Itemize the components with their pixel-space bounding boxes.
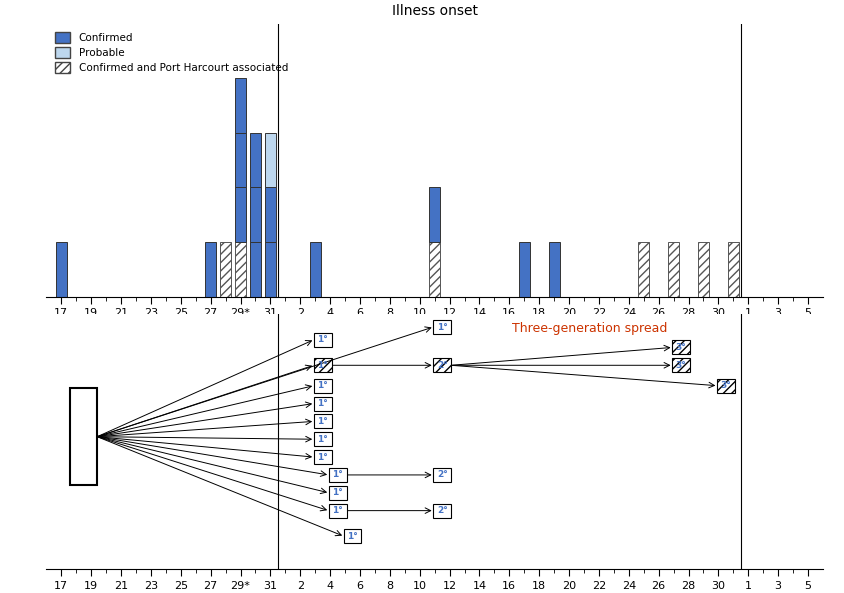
Bar: [433, 320, 451, 334]
Bar: [728, 242, 738, 296]
Text: 1°: 1°: [333, 506, 343, 515]
Bar: [433, 468, 451, 482]
Bar: [328, 486, 347, 500]
Bar: [250, 187, 261, 242]
Text: 1°: 1°: [317, 381, 328, 390]
Bar: [638, 242, 649, 296]
Text: 3°: 3°: [721, 381, 731, 390]
Text: 1°: 1°: [333, 470, 343, 479]
Bar: [433, 503, 451, 518]
Bar: [328, 468, 347, 482]
Text: 1°: 1°: [317, 417, 328, 426]
Bar: [314, 379, 332, 393]
Bar: [672, 340, 690, 355]
Text: 1°: 1°: [317, 335, 328, 345]
Bar: [549, 242, 560, 296]
Text: 1°: 1°: [317, 452, 328, 461]
Bar: [235, 133, 246, 187]
Text: Three-generation spread: Three-generation spread: [512, 322, 668, 335]
Bar: [235, 242, 246, 296]
Bar: [344, 529, 361, 543]
Bar: [235, 187, 246, 242]
Bar: [314, 432, 332, 447]
Text: 1°: 1°: [317, 361, 328, 370]
Text: 1°: 1°: [436, 323, 447, 331]
Bar: [250, 133, 261, 187]
Text: 1°: 1°: [347, 532, 358, 541]
Bar: [328, 503, 347, 518]
Bar: [205, 242, 216, 296]
Title: Illness onset: Illness onset: [392, 4, 478, 18]
Bar: [70, 388, 97, 485]
Bar: [250, 242, 261, 296]
Bar: [433, 358, 451, 372]
Bar: [265, 133, 276, 187]
Bar: [314, 333, 332, 347]
Bar: [717, 379, 735, 393]
Bar: [310, 242, 321, 296]
Bar: [235, 78, 246, 133]
Bar: [265, 242, 276, 296]
Text: 1°: 1°: [333, 488, 343, 498]
Bar: [519, 242, 530, 296]
Bar: [698, 242, 709, 296]
Bar: [56, 242, 67, 296]
Text: July: July: [154, 373, 177, 386]
Legend: Confirmed, Probable, Confirmed and Port Harcourt associated: Confirmed, Probable, Confirmed and Port …: [51, 29, 291, 76]
Bar: [668, 242, 679, 296]
Text: 1°: 1°: [317, 435, 328, 444]
Text: August: August: [488, 373, 531, 386]
Text: 2°: 2°: [436, 361, 447, 370]
Bar: [314, 397, 332, 410]
Text: 2°: 2°: [436, 506, 447, 515]
Text: 2°: 2°: [436, 470, 447, 479]
Bar: [314, 358, 332, 372]
Bar: [672, 358, 690, 372]
Bar: [429, 187, 441, 242]
Bar: [265, 187, 276, 242]
Bar: [429, 242, 441, 296]
Text: 1°: 1°: [317, 399, 328, 408]
Text: September: September: [744, 373, 813, 386]
Text: 3°: 3°: [676, 361, 686, 370]
Text: 3°: 3°: [676, 343, 686, 352]
Bar: [220, 242, 231, 296]
Bar: [314, 415, 332, 428]
Bar: [314, 450, 332, 464]
